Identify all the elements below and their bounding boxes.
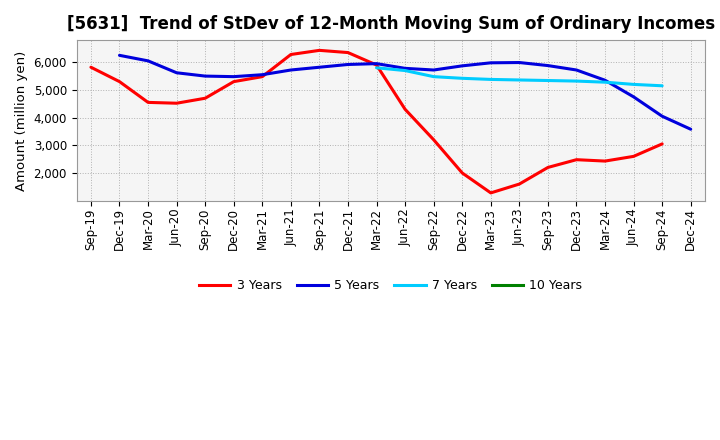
Legend: 3 Years, 5 Years, 7 Years, 10 Years: 3 Years, 5 Years, 7 Years, 10 Years [194,274,588,297]
Y-axis label: Amount (million yen): Amount (million yen) [15,50,28,191]
Title: [5631]  Trend of StDev of 12-Month Moving Sum of Ordinary Incomes: [5631] Trend of StDev of 12-Month Moving… [67,15,715,33]
